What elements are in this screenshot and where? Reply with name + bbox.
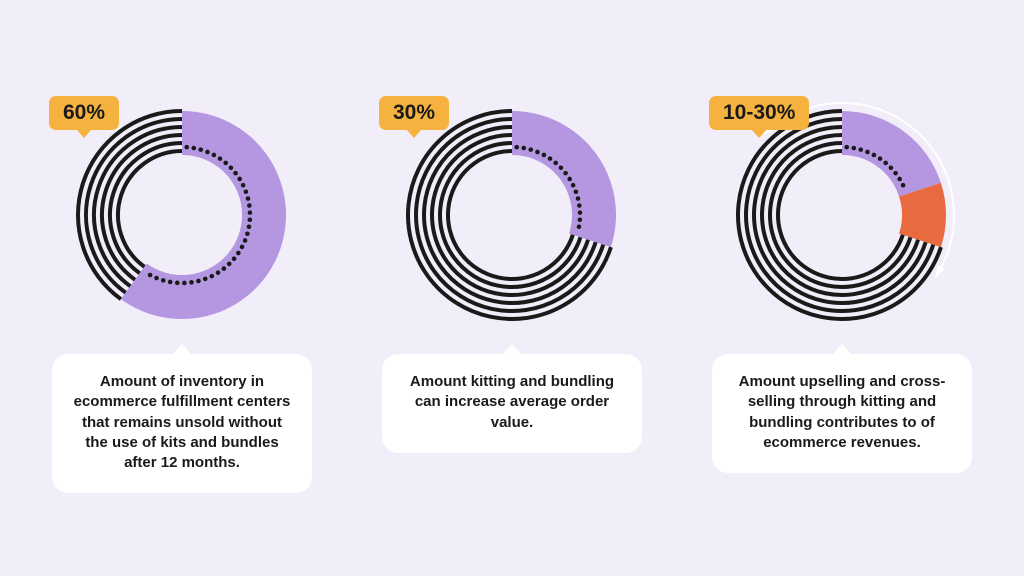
percent-badge: 60% [49, 96, 119, 130]
donut-chart: 10-30% [727, 100, 957, 330]
percent-badge: 10-30% [709, 96, 809, 130]
donut-chart: 60% [67, 100, 297, 330]
donut-svg-1 [397, 100, 627, 330]
caption: Amount kitting and bundling can increase… [382, 354, 642, 453]
stats-row: 60% Amount of inventory in ecommerce ful… [0, 92, 1024, 493]
donut-chart: 30% [397, 100, 627, 330]
caption: Amount upselling and cross-selling throu… [712, 354, 972, 473]
stat-card: 30% Amount kitting and bundling can incr… [382, 92, 642, 493]
donut-svg-0 [67, 100, 297, 330]
percent-badge: 30% [379, 96, 449, 130]
stat-card: 60% Amount of inventory in ecommerce ful… [52, 92, 312, 493]
stat-card: 10-30% Amount upselling and cross-sellin… [712, 92, 972, 493]
caption: Amount of inventory in ecommerce fulfill… [52, 354, 312, 493]
